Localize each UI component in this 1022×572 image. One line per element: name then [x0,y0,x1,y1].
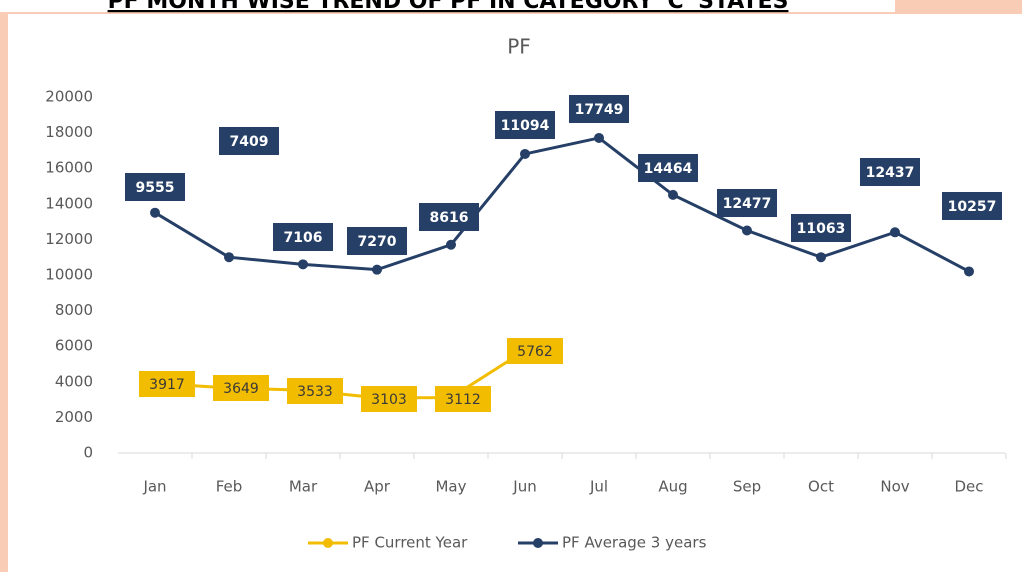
y-tick-label: 6000 [55,337,93,355]
legend-marker [533,538,543,548]
chart-title: PF [507,35,531,59]
point [964,266,974,277]
data-label-box [507,338,563,364]
data-label: 3917 [149,377,185,393]
data-label: 10257 [948,199,997,215]
y-tick-label: 10000 [45,266,93,284]
data-label: 7409 [230,134,269,150]
data-label: 12477 [723,196,772,212]
data-label: 9555 [136,180,175,196]
legend-label: PF Current Year [352,534,468,552]
data-label-box [638,154,698,182]
data-label: 3649 [223,381,259,397]
x-tick-label: Apr [364,478,391,496]
x-tick-label: Feb [216,478,243,496]
data-label: 3103 [371,392,407,408]
point [224,252,234,263]
data-label-box [942,192,1002,220]
data-label-box [717,189,777,217]
data-label: 17749 [575,102,624,118]
data-label-box [419,203,479,231]
data-label-box [273,223,333,251]
point [520,148,530,159]
data-label: 8616 [430,210,469,226]
data-label: 3533 [297,384,333,400]
data-label-box [219,127,279,155]
data-label-box [347,227,407,255]
point [150,207,160,218]
x-tick-label: Jan [142,478,166,496]
x-tick-label: Jun [512,478,536,496]
legend-marker [323,538,333,548]
data-label-box [213,375,269,401]
data-label: 5762 [517,344,553,360]
y-tick-label: 20000 [45,88,93,106]
point [742,225,752,236]
plot-background [8,14,1022,572]
header-band [0,0,895,12]
data-label: 11094 [501,118,550,134]
data-label: 11063 [797,221,846,237]
y-tick-label: 12000 [45,230,93,248]
y-tick-label: 2000 [55,408,93,426]
data-label: 3112 [445,392,481,408]
data-label: 7106 [284,230,323,246]
data-label-box [495,111,555,139]
point [816,252,826,263]
x-tick-label: Nov [880,478,909,496]
x-tick-label: Mar [289,478,318,496]
y-tick-label: 0 [83,444,93,462]
series-line [154,136,970,273]
y-tick-label: 18000 [45,123,93,141]
data-label-box [139,371,195,397]
point [372,264,382,275]
x-tick-label: Dec [954,478,983,496]
x-tick-label: Aug [658,478,687,496]
x-tick-label: May [435,478,466,496]
point [594,132,604,143]
x-tick-label: Jul [589,478,608,496]
data-label-box [569,95,629,123]
data-label: 14464 [644,161,693,177]
data-label-box [791,214,851,242]
point [446,239,456,250]
header-title: PF MONTH WISE TREND OF PF IN CATEGORY 'C… [108,0,789,14]
point [890,227,900,238]
data-label-box [435,386,491,412]
y-tick-label: 16000 [45,159,93,177]
data-label: 7270 [358,234,397,250]
data-label-box [361,386,417,412]
point [668,189,678,200]
data-label-box [860,158,920,186]
x-tick-label: Oct [808,478,834,496]
data-label: 12437 [866,165,915,181]
data-label-box [125,173,185,201]
data-label-box [287,378,343,404]
point [298,259,308,270]
y-tick-label: 8000 [55,301,93,319]
y-tick-label: 14000 [45,194,93,212]
y-tick-label: 4000 [55,372,93,390]
legend-label: PF Average 3 years [562,534,707,552]
x-tick-label: Sep [733,478,761,496]
